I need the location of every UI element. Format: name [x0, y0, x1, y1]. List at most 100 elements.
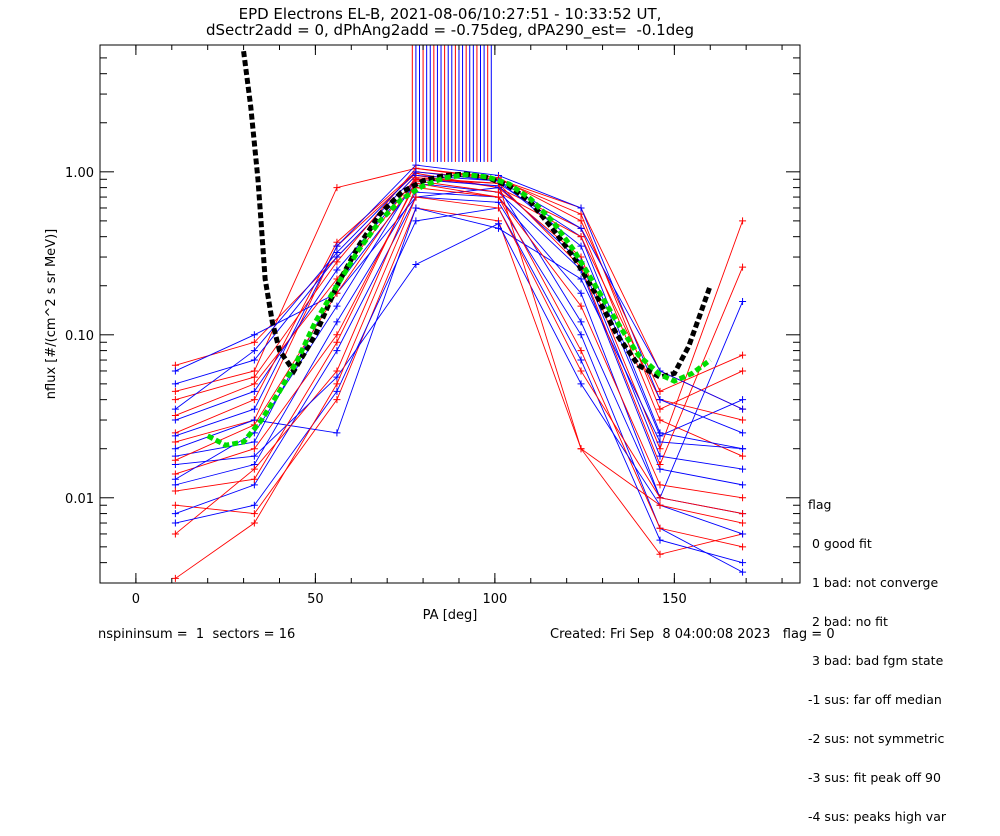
measurement-series-line [175, 223, 743, 535]
measurement-series-line [175, 191, 743, 515]
measurement-point-marker [739, 494, 747, 502]
measurement-point-marker [171, 501, 179, 509]
measurement-series-line [175, 178, 743, 450]
legend-item-good-fit: 0 good fit [808, 536, 872, 551]
measurement-point-marker [656, 494, 664, 502]
measurement-series-line [175, 182, 743, 486]
measurement-point-marker [739, 351, 747, 359]
measurement-series-line [175, 177, 743, 466]
measurement-point-marker [494, 204, 502, 212]
measurement-point-marker [333, 302, 341, 310]
measurement-point-marker [171, 487, 179, 495]
measurement-point-marker [656, 445, 664, 453]
measurement-point-marker [577, 275, 585, 283]
measurement-point-marker [656, 461, 664, 469]
measurement-point-marker [171, 456, 179, 464]
measurement-point-marker [656, 550, 664, 558]
measurement-point-marker [656, 416, 664, 424]
measurement-series-line [175, 182, 743, 499]
measurement-point-marker [577, 204, 585, 212]
measurement-series-line [175, 207, 743, 564]
x-axis-label: PA [deg] [423, 608, 478, 623]
measurement-point-marker [577, 380, 585, 388]
measurement-point-marker [739, 510, 747, 518]
footer-created-info: Created: Fri Sep 8 04:00:08 2023 flag = … [550, 627, 835, 642]
pitch-angle-chart: 0 50 100 150 0.01 0.10 1.00 PA [deg] nflux [#/(c… [44, 44, 801, 623]
measurement-point-marker [171, 411, 179, 419]
measurement-series-line [175, 178, 743, 524]
measurement-point-marker [656, 387, 664, 395]
x-tick-label: 50 [307, 592, 324, 607]
measurement-point-marker [494, 220, 502, 228]
measurement-point-marker [250, 338, 258, 346]
fit-best-curve [206, 172, 712, 448]
measurement-point-marker [250, 396, 258, 404]
measurement-point-marker [577, 289, 585, 297]
measurement-point-marker [250, 331, 258, 339]
measurement-point-marker [333, 331, 341, 339]
measurement-point-marker [333, 396, 341, 404]
measurement-point-marker [739, 445, 747, 453]
measurement-point-marker [739, 519, 747, 527]
measurement-point-marker [577, 367, 585, 375]
measurement-point-marker [250, 373, 258, 381]
measurement-point-marker [739, 429, 747, 437]
y-tick-label: 0.01 [65, 492, 94, 507]
measurement-point-marker [171, 387, 179, 395]
measurement-point-marker [333, 258, 341, 266]
measurement-point-marker [739, 543, 747, 551]
measurement-point-marker [171, 519, 179, 527]
measurement-series-line [175, 187, 743, 548]
measurement-point-marker [412, 260, 420, 268]
measurement-point-marker [333, 367, 341, 375]
measurement-point-marker [577, 224, 585, 232]
y-tick-label: 0.10 [65, 329, 94, 344]
measurement-point-marker [412, 175, 420, 183]
x-tick-label: 100 [482, 592, 507, 607]
legend-item-high-var: -4 sus: peaks high var [808, 809, 947, 824]
measurement-point-marker [656, 405, 664, 413]
measurement-point-marker [250, 501, 258, 509]
measurement-point-marker [333, 184, 341, 192]
legend-item-not-converge: 1 bad: not converge [808, 575, 939, 590]
measurement-point-marker [250, 519, 258, 527]
y-tick-label: 1.00 [65, 166, 94, 181]
measurement-point-marker [656, 432, 664, 440]
measurement-point-marker [577, 242, 585, 250]
measurement-point-marker [171, 405, 179, 413]
measurement-point-marker [171, 475, 179, 483]
measurement-point-marker [656, 524, 664, 532]
measurement-point-marker [577, 331, 585, 339]
measurement-point-marker [171, 574, 179, 582]
measurement-point-marker [739, 367, 747, 375]
measurement-point-marker [577, 233, 585, 241]
measurement-point-marker [739, 217, 747, 225]
measurement-point-marker [171, 380, 179, 388]
chart-title-line2: dSectr2add = 0, dPhAng2add = -0.75deg, d… [206, 21, 694, 39]
measurement-point-marker [250, 465, 258, 473]
measurement-point-marker [577, 217, 585, 225]
data-series-layer [171, 45, 747, 582]
measurement-point-marker [333, 380, 341, 388]
measurement-point-marker [412, 217, 420, 225]
measurement-point-marker [250, 445, 258, 453]
legend-title: flag [808, 497, 832, 512]
measurement-point-marker [577, 356, 585, 364]
legend-item-peak-off-90: -3 sus: fit peak off 90 [808, 770, 941, 785]
measurement-point-marker [412, 204, 420, 212]
x-tick-label: 0 [132, 592, 140, 607]
measurement-point-marker [739, 465, 747, 473]
measurement-point-marker [739, 568, 747, 576]
measurement-point-marker [656, 501, 664, 509]
measurement-point-marker [171, 438, 179, 446]
legend-item-bad-fgm: 3 bad: bad fgm state [808, 653, 944, 668]
measurement-point-marker [656, 452, 664, 460]
x-tick-label: 150 [662, 592, 687, 607]
legend-item-no-fit: 2 bad: no fit [808, 614, 888, 629]
measurement-point-marker [250, 347, 258, 355]
axes-layer: 0 50 100 150 0.01 0.10 1.00 PA [deg] nflux [#/(c… [44, 44, 800, 623]
measurement-point-marker [739, 530, 747, 538]
fit-curves-layer [206, 50, 713, 448]
flag-legend: flag 0 good fit 1 bad: not converge 2 ba… [808, 472, 946, 836]
measurement-point-marker [739, 298, 747, 306]
